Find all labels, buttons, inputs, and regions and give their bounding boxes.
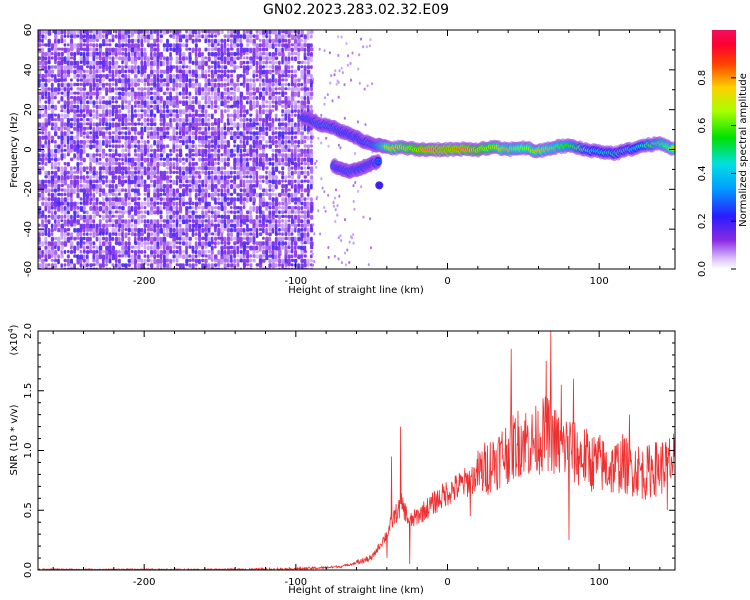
- x-tick-label: 100: [590, 577, 609, 588]
- colorbar-gradient: [712, 30, 736, 269]
- colorbar-tick-label: 0.2: [697, 213, 708, 229]
- y-tick-label: 0.0: [23, 562, 34, 578]
- snr-y-multiplier: (x104): [7, 324, 20, 355]
- spectrogram-plot-area: [38, 30, 675, 269]
- x-tick-label: -100: [284, 276, 307, 287]
- snr-x-axis-label: Height of straight line (km): [288, 585, 424, 596]
- colorbar-tick-label: 0.4: [697, 165, 708, 181]
- snr-x-ticks: -200 -100 0 100: [52, 331, 661, 588]
- spectrogram-panel: -200 -100 0 100 60 40 20 0 -20 -40 -60 Height of …: [9, 24, 676, 296]
- colorbar: 0.0 0.2 0.4 0.6 0.8 Normalized spectral ampl…: [697, 30, 749, 277]
- spectrogram-x-ticks: -200 -100 0 100: [52, 30, 661, 287]
- spectrogram-secondary-ridge: [329, 154, 383, 180]
- y-tick-label: 20: [23, 103, 34, 116]
- colorbar-ticks: 0.0 0.2 0.4 0.6 0.8: [697, 70, 736, 277]
- x-tick-label: 0: [444, 276, 450, 287]
- snr-y-axis-label: SNR (10 * v/v): [9, 404, 20, 475]
- spectrogram-x-axis-label: Height of straight line (km): [288, 285, 424, 296]
- snr-series-line: [37, 330, 676, 572]
- spectrogram-isolated-point: [375, 181, 384, 190]
- spectrogram-noise: [38, 30, 374, 269]
- y-tick-label: 60: [23, 24, 34, 37]
- y-tick-label: -40: [23, 221, 34, 237]
- y-tick-label: 0.5: [23, 502, 34, 518]
- x-tick-label: -200: [133, 577, 156, 588]
- snr-frame: [37, 330, 676, 571]
- y-tick-label: 2.0: [23, 323, 34, 339]
- snr-panel: -200 -100 0 100 0.0 0.5 1.0 1.5 2.0 Height of s…: [7, 323, 676, 596]
- y-tick-label: 0: [23, 146, 34, 152]
- y-tick-label: -20: [23, 181, 34, 197]
- x-tick-label: -200: [133, 276, 156, 287]
- colorbar-label: Normalized spectral amplitude: [738, 73, 749, 227]
- figure-title: GN02.2023.283.02.32.E09: [263, 2, 449, 18]
- y-tick-label: -60: [23, 261, 34, 277]
- colorbar-tick-label: 0.6: [697, 118, 708, 134]
- spectrogram-y-axis-label: Frequency (Hz): [9, 112, 20, 188]
- x-tick-label: -100: [284, 577, 307, 588]
- spectrogram-main-ridge: [299, 110, 675, 162]
- snr-plot-area: [37, 330, 676, 572]
- y-tick-label: 40: [23, 63, 34, 76]
- snr-y-ticks: 0.0 0.5 1.0 1.5 2.0: [23, 323, 675, 578]
- spectrogram-y-ticks: 60 40 20 0 -20 -40 -60: [23, 24, 675, 277]
- colorbar-tick-label: 0.8: [697, 70, 708, 86]
- colorbar-tick-label: 0.0: [697, 261, 708, 277]
- y-tick-label: 1.0: [23, 443, 34, 459]
- x-tick-label: 0: [444, 577, 450, 588]
- x-tick-label: 100: [590, 276, 609, 287]
- y-tick-label: 1.5: [23, 383, 34, 399]
